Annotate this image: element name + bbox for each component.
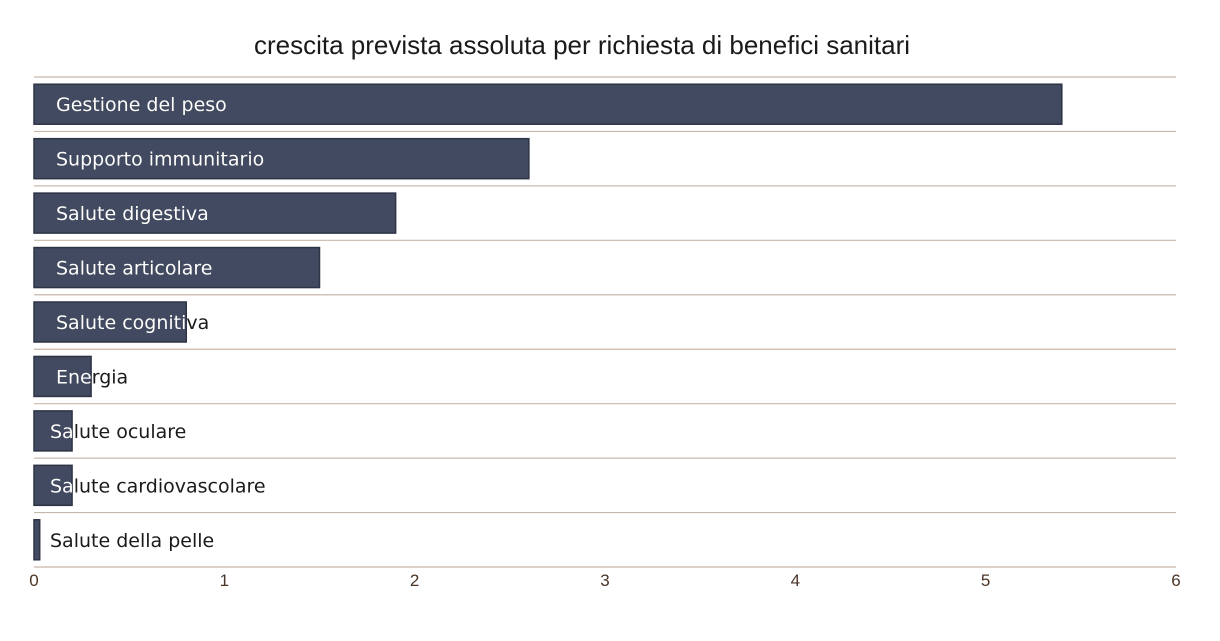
bar-label-on-bar: Salute articolare — [56, 258, 212, 280]
bar-label: Salute oculare — [50, 421, 186, 443]
x-tick-label: 4 — [791, 571, 800, 590]
bar-label-on-bar: Salute cardiovascolare — [50, 475, 266, 497]
bar — [33, 83, 1063, 125]
x-tick-label: 5 — [981, 571, 990, 590]
gridlines — [34, 76, 1176, 568]
bar-label: Salute articolare — [56, 258, 212, 280]
bar-label: Salute cognitiva — [56, 312, 209, 334]
bar — [33, 519, 41, 561]
x-tick-label: 0 — [29, 571, 38, 590]
bar-label-on-bar: Gestione del peso — [56, 94, 227, 116]
x-tick-label: 3 — [600, 571, 609, 590]
bar — [33, 192, 397, 234]
x-tick-label: 1 — [220, 571, 229, 590]
bars — [33, 83, 1063, 561]
bar-label-on-bar: Salute oculare — [50, 421, 186, 443]
bar-label-on-bar: Supporto immunitario — [56, 149, 264, 171]
bar — [33, 410, 73, 452]
bar-label: Salute digestiva — [56, 203, 209, 225]
x-tick-label: 2 — [410, 571, 419, 590]
bar-label: Salute cardiovascolare — [50, 475, 266, 497]
bar-label: Supporto immunitario — [56, 149, 264, 171]
bar-label-on-bar: Salute digestiva — [56, 203, 209, 225]
bar-label: Energia — [56, 366, 128, 388]
bar — [33, 137, 530, 180]
bar-label: Salute della pelle — [50, 530, 214, 552]
bar — [33, 246, 321, 289]
bar — [33, 464, 73, 507]
x-tick-label: 6 — [1171, 571, 1180, 590]
chart-title: crescita prevista assoluta per richiesta… — [254, 30, 910, 60]
x-axis-ticks: 0 1 2 3 4 5 6 — [29, 571, 1180, 590]
bar-label-on-bar: Energia — [56, 366, 128, 388]
bar — [33, 355, 92, 398]
bar-label-on-bar: Salute cognitiva — [56, 312, 209, 334]
bar — [33, 301, 188, 343]
bar-label: Gestione del peso — [56, 94, 227, 116]
